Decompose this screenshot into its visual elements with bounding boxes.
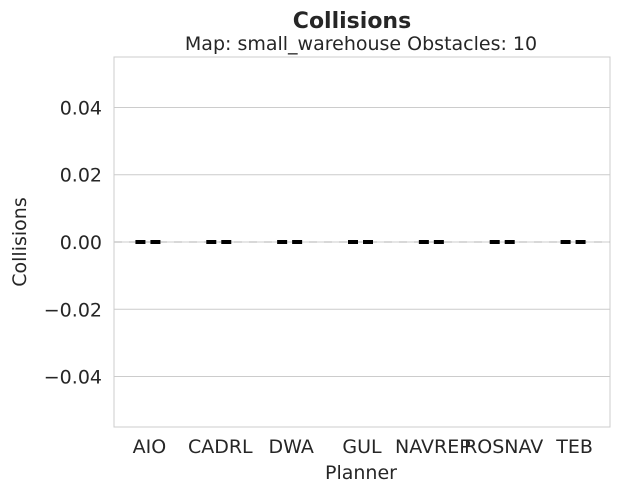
x-axis-label: Planner xyxy=(325,462,397,484)
x-tick-label: TEB xyxy=(555,436,593,458)
y-tick-label: −0.04 xyxy=(44,367,102,389)
x-tick-label: DWA xyxy=(268,436,313,458)
x-tick-label: GUL xyxy=(342,436,382,458)
y-axis-label: Collisions xyxy=(9,197,31,286)
x-tick-label: CADRL xyxy=(188,436,253,458)
x-tick-label: NAVREP xyxy=(395,436,471,458)
plot-frame xyxy=(113,56,611,428)
y-tick-labels: −0.04 −0.02 0.00 0.02 0.04 xyxy=(44,97,102,388)
x-tick-label: ROSNAV xyxy=(464,436,543,458)
y-tick-label: 0.00 xyxy=(60,232,102,254)
y-tick-label: 0.04 xyxy=(60,97,102,119)
chart-subtitle: Map: small_warehouse Obstacles: 10 xyxy=(185,33,537,55)
y-tick-label: −0.02 xyxy=(44,299,102,321)
y-tick-label: 0.02 xyxy=(60,165,102,187)
chart-title: Collisions xyxy=(293,9,411,34)
x-tick-label: AIO xyxy=(133,436,167,458)
